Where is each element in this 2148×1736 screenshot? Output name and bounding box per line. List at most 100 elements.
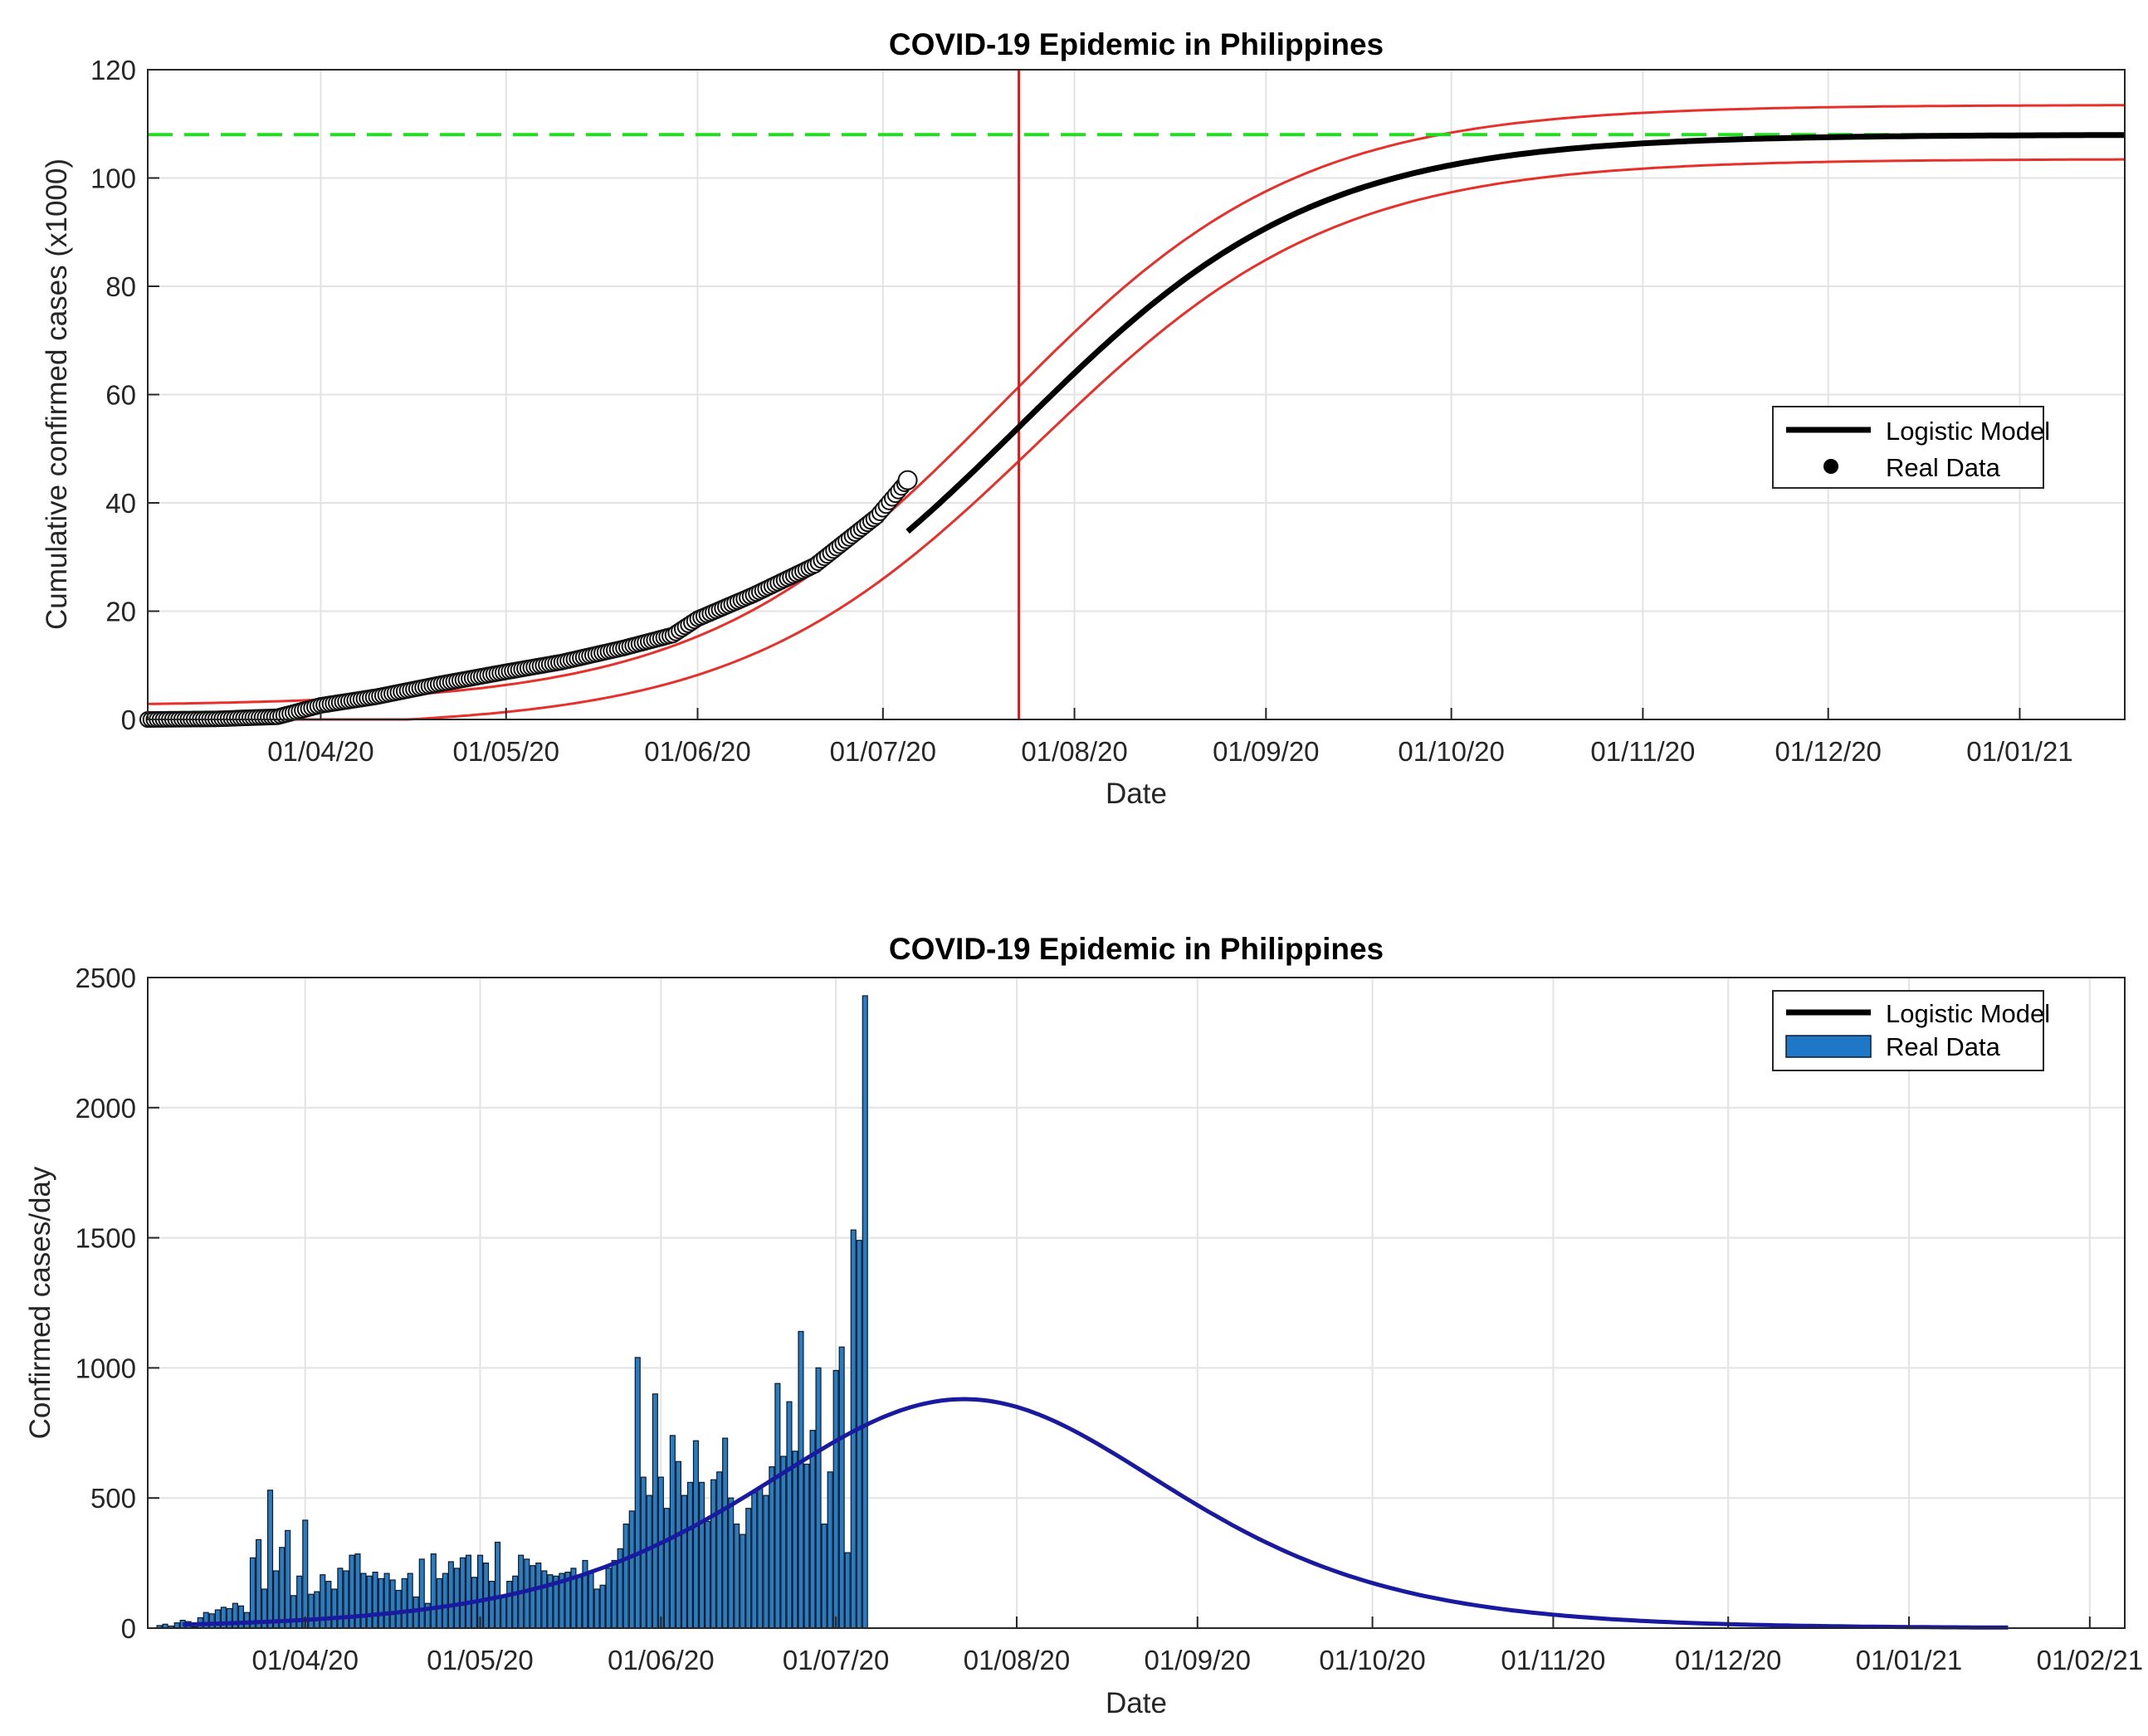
y-tick-label: 2000 [76,1093,136,1124]
bar [453,1568,461,1629]
model-line [906,132,2125,534]
bar [249,1557,256,1629]
y-tick-label: 20 [105,597,136,627]
bar [774,1382,781,1629]
bar [716,1471,723,1629]
bar [815,1367,822,1629]
bar [780,1456,787,1629]
bar [740,1534,746,1629]
legend-box [1772,990,2044,1071]
bar [681,1495,688,1629]
x-tick-label: 01/05/20 [427,1645,533,1675]
bar [506,1580,513,1629]
x-tick-label: 01/08/20 [964,1645,1070,1675]
x-tick-label: 01/09/20 [1213,736,1319,767]
bar [809,1430,816,1629]
model-line [183,1397,2009,1630]
bar [407,1573,413,1629]
bar [698,1481,705,1629]
bar [827,1471,833,1629]
legend-patch-icon [1785,1035,1872,1058]
bar [343,1570,349,1629]
bar [290,1595,297,1629]
x-tick-label: 01/11/20 [1590,736,1695,767]
x-tick-label: 01/11/20 [1501,1645,1605,1675]
legend: Logistic Model Real Data [1772,990,2050,1071]
bar [442,1573,448,1629]
y-ticks: 0 500 1000 1500 2000 2500 [76,963,159,1644]
legend-label-data: Real Data [1886,1032,2001,1061]
x-tick-label: 01/12/20 [1775,736,1881,767]
bar [652,1393,658,1629]
bar [401,1578,408,1629]
bar [611,1559,618,1629]
bar [634,1357,641,1629]
bar [675,1460,682,1629]
x-tick-label: 01/01/21 [1966,736,2072,767]
bar [541,1570,548,1629]
bar [798,1330,804,1629]
bar [856,1240,862,1629]
x-tick-label: 01/05/20 [453,736,559,767]
bar [465,1554,472,1629]
bar [389,1579,396,1629]
bar [838,1346,845,1629]
bar [622,1523,629,1629]
bar [325,1580,332,1629]
x-tick-label: 01/06/20 [608,1645,714,1675]
bar [395,1589,402,1629]
data-point [897,470,918,490]
y-tick-label: 500 [90,1483,136,1514]
bar [243,1612,251,1629]
lower-bound-line [148,158,2125,721]
logistic-model-series [183,1397,2009,1630]
bar [524,1558,530,1629]
bar [256,1539,262,1629]
x-tick-label: 01/10/20 [1319,1645,1425,1675]
y-tick-label: 120 [90,55,136,85]
bar [488,1580,496,1629]
bar [792,1451,798,1629]
bar [279,1547,286,1629]
x-tick-label: 01/02/21 [2037,1645,2143,1675]
bar [494,1541,501,1629]
bar [593,1588,600,1629]
chart-title: COVID-19 Epidemic in Philippines [889,27,1384,61]
y-axis-label: Cumulative confirmed cases (x1000) [41,158,73,630]
bar [208,1613,215,1629]
bar [605,1568,612,1629]
bar [500,1596,507,1629]
upper-bound-line [147,104,2125,705]
bar [734,1523,740,1629]
bar [418,1558,425,1629]
bar [704,1520,711,1629]
y-tick-label: 1500 [76,1223,136,1254]
bar [663,1508,670,1629]
bar [383,1573,390,1629]
bar [436,1578,442,1629]
bar [378,1578,384,1629]
bar [459,1557,466,1629]
legend-label-data: Real Data [1886,453,2001,482]
bar [628,1510,635,1629]
bar [862,995,868,1629]
y-tick-label: 0 [121,705,136,735]
confidence-band [147,104,2125,721]
chart-title: COVID-19 Epidemic in Philippines [889,932,1384,966]
bar [267,1490,274,1629]
x-tick-label: 01/07/20 [783,1645,889,1675]
bar [751,1492,758,1629]
bar [669,1435,676,1629]
bar [844,1552,851,1629]
y-axis-label: Confirmed cases/day [24,1166,56,1439]
logistic-model-series [906,132,2125,534]
bar [588,1573,594,1629]
legend-label-model: Logistic Model [1886,417,2050,446]
plot-area [148,978,2125,1628]
x-tick-label: 01/08/20 [1021,736,1127,767]
grid [148,977,2125,1629]
bar [599,1584,606,1629]
y-tick-label: 0 [121,1613,136,1644]
x-tick-label: 01/07/20 [830,736,936,767]
